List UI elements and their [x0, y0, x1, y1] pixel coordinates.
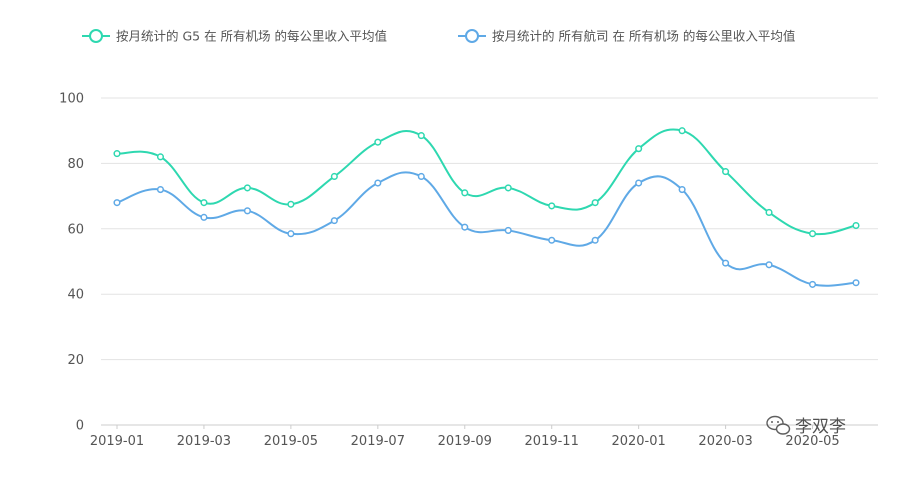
- legend-swatch-marker: [465, 29, 479, 43]
- data-point[interactable]: [548, 202, 556, 210]
- data-point[interactable]: [330, 217, 338, 225]
- series-1: [113, 127, 860, 238]
- data-point[interactable]: [243, 207, 251, 215]
- data-point[interactable]: [591, 236, 599, 244]
- y-tick-label: 20: [67, 353, 84, 368]
- gridlines: [101, 97, 878, 426]
- data-point[interactable]: [765, 208, 773, 216]
- y-tick-label: 40: [67, 288, 84, 303]
- legend-swatch-marker: [89, 29, 103, 43]
- y-tick-label: 100: [59, 92, 84, 107]
- data-point[interactable]: [635, 179, 643, 187]
- data-point[interactable]: [417, 172, 425, 181]
- x-tick-label: 2020-05: [785, 434, 839, 449]
- data-point[interactable]: [548, 236, 556, 244]
- data-point[interactable]: [765, 261, 773, 269]
- x-tick-label: 2020-03: [698, 434, 752, 449]
- legend-item[interactable]: 按月统计的 G5 在 所有机场 的每公里收入平均值: [82, 29, 387, 44]
- data-point[interactable]: [504, 184, 512, 192]
- data-point[interactable]: [722, 168, 730, 176]
- data-point[interactable]: [417, 132, 425, 140]
- series-layer: [113, 127, 860, 288]
- data-point[interactable]: [504, 226, 512, 234]
- x-tick-label: 2019-11: [525, 434, 579, 449]
- data-point[interactable]: [287, 230, 295, 238]
- data-point[interactable]: [156, 186, 165, 194]
- legend-label: 按月统计的 G5 在 所有机场 的每公里收入平均值: [116, 29, 387, 44]
- data-point[interactable]: [635, 145, 643, 153]
- data-point[interactable]: [287, 200, 295, 208]
- x-tick-label: 2019-09: [438, 434, 492, 449]
- watermark-text: 李双李: [795, 417, 846, 437]
- data-point[interactable]: [200, 213, 208, 221]
- data-point[interactable]: [678, 186, 686, 194]
- data-point[interactable]: [808, 230, 817, 238]
- data-point[interactable]: [461, 189, 469, 197]
- series-line: [116, 128, 857, 236]
- x-tick-label: 2019-05: [264, 434, 318, 449]
- data-point[interactable]: [200, 199, 208, 207]
- data-point[interactable]: [722, 259, 730, 267]
- data-point[interactable]: [113, 199, 121, 207]
- x-tick-label: 2020-01: [611, 434, 665, 449]
- data-point[interactable]: [374, 138, 382, 146]
- y-axis: 0 20 40 60 80 100: [59, 92, 84, 434]
- data-point[interactable]: [591, 199, 599, 207]
- series-2: [113, 171, 860, 288]
- data-point[interactable]: [852, 279, 860, 287]
- y-tick-label: 0: [76, 419, 84, 434]
- x-tick-label: 2019-01: [90, 434, 144, 449]
- x-axis: 2019-01 2019-03 2019-05 2019-07 2019-09 2019-…: [90, 425, 840, 449]
- legend-item[interactable]: 按月统计的 所有航司 在 所有机场 的每公里收入平均值: [458, 29, 795, 44]
- x-tick-label: 2019-03: [177, 434, 231, 449]
- data-point[interactable]: [330, 172, 338, 181]
- watermark: 李双李: [766, 415, 846, 437]
- data-point[interactable]: [808, 280, 817, 288]
- data-point[interactable]: [461, 223, 469, 231]
- x-tick-label: 2019-07: [351, 434, 405, 449]
- data-point[interactable]: [852, 221, 860, 230]
- legend-label: 按月统计的 所有航司 在 所有机场 的每公里收入平均值: [492, 29, 795, 44]
- legend[interactable]: 按月统计的 G5 在 所有机场 的每公里收入平均值 按月统计的 所有航司 在 所有…: [82, 29, 795, 44]
- data-point[interactable]: [113, 150, 121, 158]
- y-tick-label: 80: [67, 157, 84, 172]
- data-point[interactable]: [156, 153, 165, 161]
- wechat-icon: [766, 415, 791, 435]
- data-point[interactable]: [243, 184, 251, 192]
- data-point[interactable]: [374, 179, 382, 187]
- y-tick-label: 60: [67, 222, 84, 237]
- data-point[interactable]: [678, 127, 686, 135]
